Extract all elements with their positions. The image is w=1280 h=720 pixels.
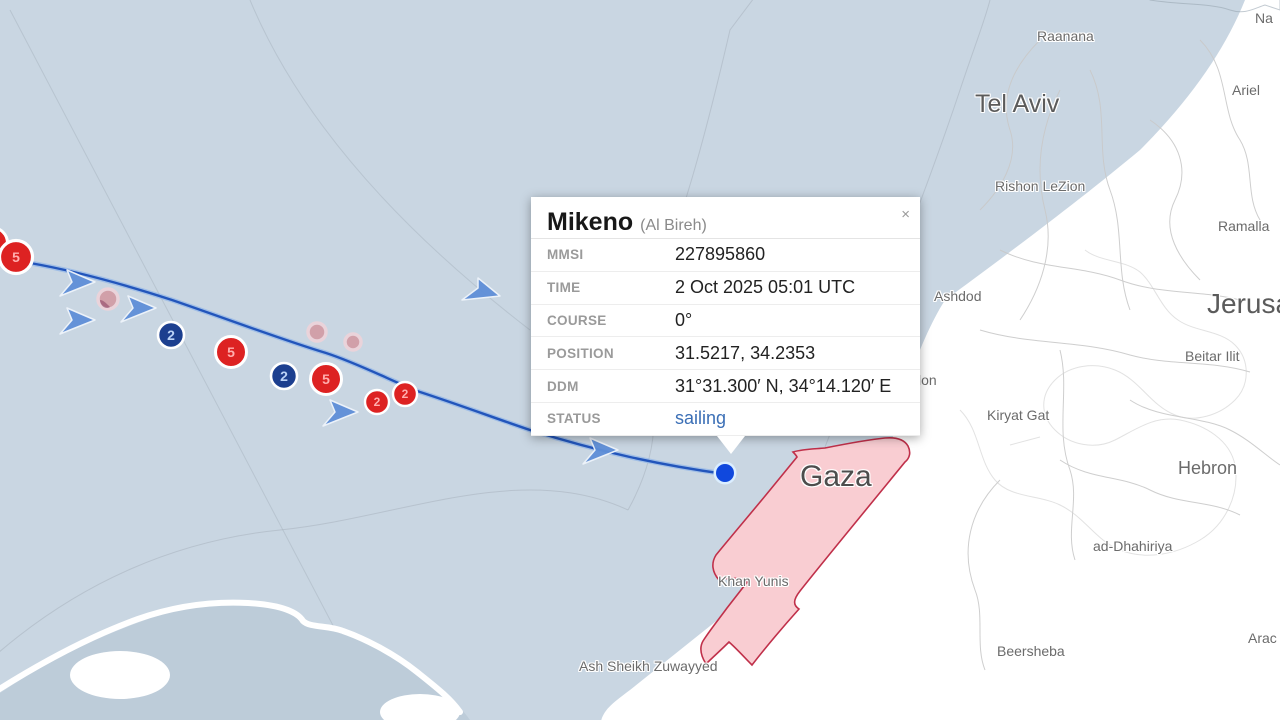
svg-text:2: 2 (167, 327, 175, 343)
svg-text:2: 2 (280, 368, 288, 384)
svg-text:2: 2 (374, 395, 381, 409)
svg-text:5: 5 (227, 344, 235, 360)
svg-text:5: 5 (322, 371, 330, 387)
svg-text:5: 5 (12, 249, 20, 265)
svg-text:2: 2 (402, 387, 409, 401)
